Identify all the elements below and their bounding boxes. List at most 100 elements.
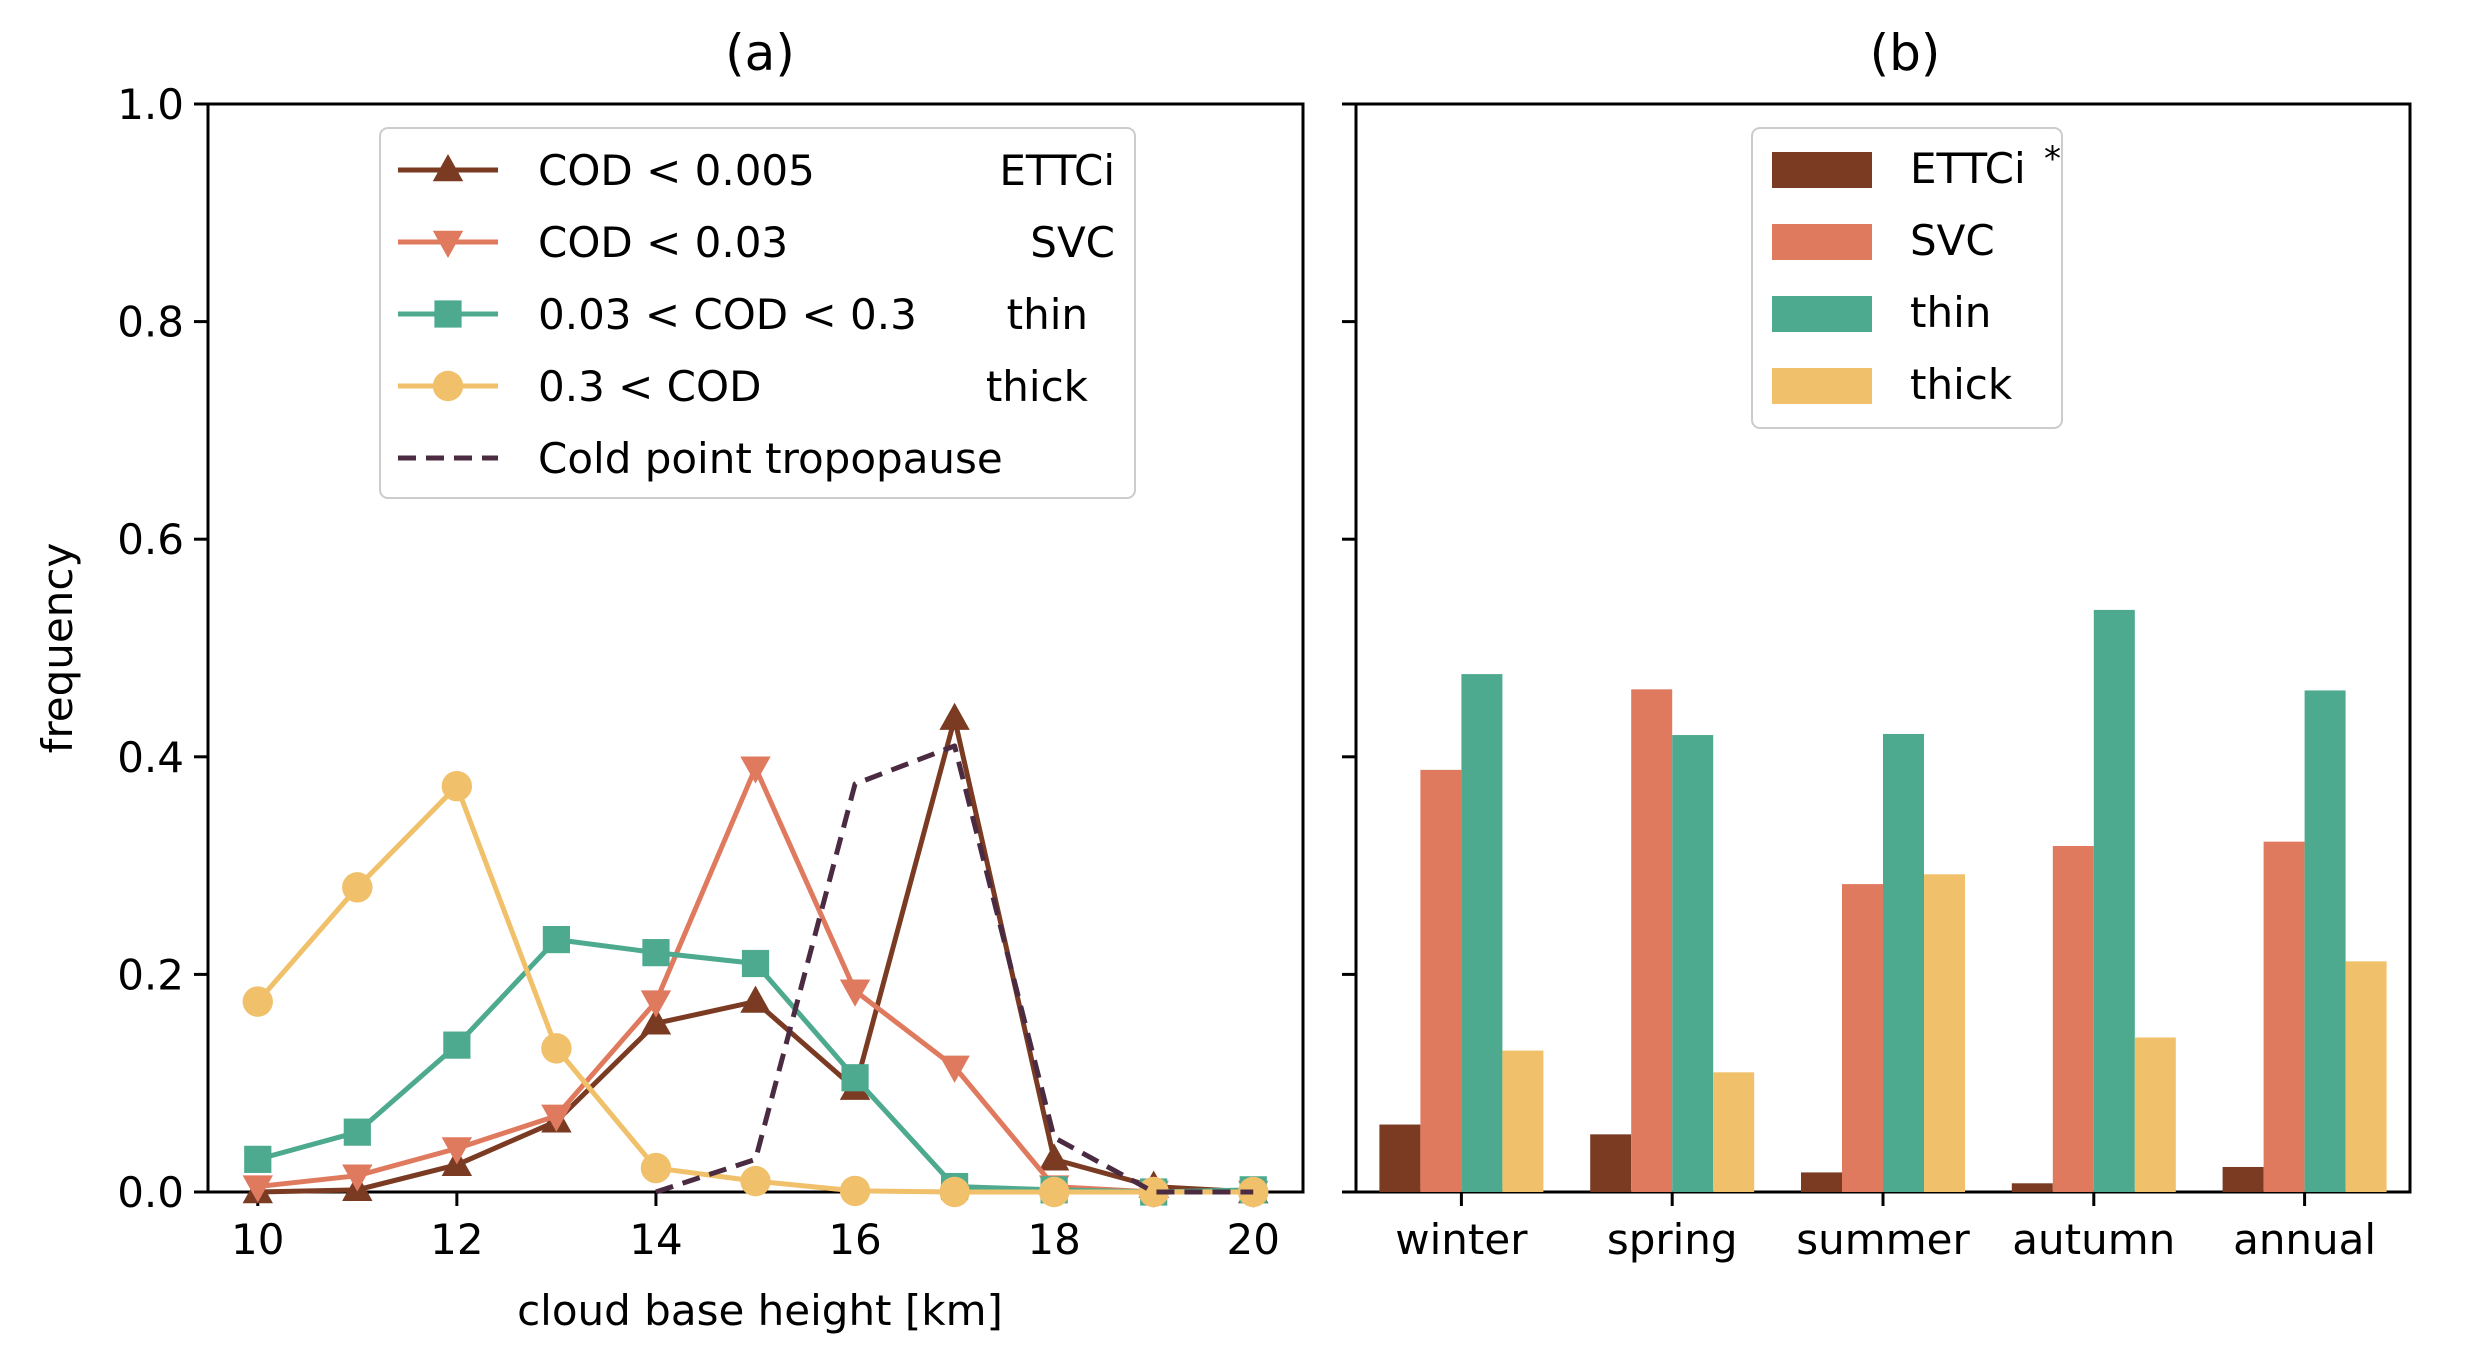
legend-swatch bbox=[1772, 368, 1872, 404]
legend-label: 0.3 < COD bbox=[538, 362, 761, 411]
series-line bbox=[655, 743, 1254, 1195]
bar-svc-winter bbox=[1420, 769, 1462, 1192]
bar-thin-spring bbox=[1672, 735, 1714, 1192]
legend-entry: thin bbox=[1772, 288, 1991, 337]
panel-a-legend: COD < 0.005 ETTCi COD < 0.03 SVC 0.03 < COD … bbox=[379, 127, 1136, 499]
data-point bbox=[242, 1175, 273, 1203]
panel-a-title: (a) bbox=[725, 24, 795, 82]
x-tick-label: autumn bbox=[2012, 1215, 2175, 1264]
data-point bbox=[242, 986, 273, 1017]
legend-label: 0.03 < COD < 0.3 bbox=[538, 290, 917, 339]
legend-entry: 0.3 < COD thick bbox=[398, 362, 1089, 411]
bar-ettci-autumn bbox=[2011, 1183, 2053, 1192]
legend-entry: thick bbox=[1772, 360, 2013, 409]
bar-thick-autumn bbox=[2134, 1037, 2176, 1192]
data-point bbox=[939, 702, 970, 730]
data-point bbox=[741, 949, 770, 978]
data-point bbox=[839, 979, 871, 1007]
data-point bbox=[542, 925, 571, 954]
data-point bbox=[1038, 1143, 1070, 1171]
data-point bbox=[1138, 1176, 1169, 1208]
legend-entry: ETTCi * bbox=[1772, 139, 2061, 193]
data-point bbox=[443, 1031, 471, 1059]
legend-label: COD < 0.005 bbox=[538, 146, 815, 195]
data-point bbox=[939, 1176, 970, 1208]
x-tick-label: 12 bbox=[430, 1215, 483, 1264]
bar-svc-summer bbox=[1842, 884, 1883, 1192]
x-tick-label: 20 bbox=[1227, 1215, 1280, 1264]
legend-marker bbox=[432, 370, 464, 402]
legend-tag: ETTCi bbox=[999, 146, 1115, 195]
legend-superscript: * bbox=[2044, 139, 2061, 179]
data-point bbox=[441, 770, 473, 802]
data-point bbox=[740, 756, 771, 784]
legend-marker bbox=[434, 300, 462, 328]
data-point bbox=[640, 1152, 672, 1184]
x-tick-label: 14 bbox=[629, 1215, 682, 1264]
y-tick-label: 0.2 bbox=[117, 950, 184, 999]
bar-svc-annual bbox=[2263, 841, 2305, 1192]
series-thick bbox=[242, 770, 1269, 1208]
panel-a-y-ticks: 0.0 0.2 0.4 0.6 0.8 1.0 bbox=[117, 80, 208, 1217]
bar-ettci-annual bbox=[2222, 1166, 2264, 1192]
panel-b-bars bbox=[1379, 609, 2387, 1192]
series-tropopause bbox=[655, 743, 1254, 1195]
data-point bbox=[342, 872, 373, 903]
legend-label: SVC bbox=[1910, 216, 1995, 265]
panel-a-x-axis-label: cloud base height [km] bbox=[517, 1286, 1003, 1335]
data-point bbox=[342, 1164, 373, 1192]
bar-thick-winter bbox=[1502, 1050, 1544, 1192]
legend-label: COD < 0.03 bbox=[538, 218, 788, 267]
legend-entry: SVC bbox=[1772, 216, 1995, 265]
bar-thin-autumn bbox=[2093, 609, 2135, 1192]
data-point bbox=[640, 990, 672, 1018]
legend-swatch bbox=[1772, 296, 1872, 332]
bar-thin-annual bbox=[2304, 690, 2346, 1192]
data-point bbox=[640, 1007, 672, 1035]
bar-ettci-winter bbox=[1379, 1124, 1421, 1192]
panel-b-x-ticks: winter spring summer autumn annual bbox=[1395, 1192, 2376, 1264]
bar-thin-winter bbox=[1461, 674, 1503, 1192]
data-point bbox=[740, 985, 771, 1013]
x-tick-label: winter bbox=[1395, 1215, 1528, 1264]
data-point bbox=[343, 1118, 371, 1146]
bar-ettci-summer bbox=[1801, 1172, 1842, 1192]
panel-a-x-ticks: 10 12 14 16 18 20 bbox=[231, 1192, 1280, 1264]
bar-svc-spring bbox=[1631, 689, 1673, 1192]
legend-label: thick bbox=[1910, 360, 2013, 409]
legend-entry: COD < 0.005 ETTCi bbox=[398, 146, 1115, 195]
y-tick-label: 0.0 bbox=[117, 1168, 184, 1217]
bar-thin-summer bbox=[1883, 733, 1924, 1192]
legend-tag: thin bbox=[1007, 290, 1088, 339]
data-point bbox=[244, 1145, 272, 1173]
legend-box bbox=[379, 127, 1136, 499]
bar-thick-summer bbox=[1924, 874, 1965, 1192]
panel-a-y-axis-label: frequency bbox=[33, 543, 82, 754]
x-tick-label: annual bbox=[2233, 1215, 2376, 1264]
data-point bbox=[441, 1137, 473, 1165]
data-point bbox=[841, 1064, 869, 1092]
panel-b-legend: ETTCi * SVC thin thick bbox=[1751, 127, 2063, 429]
y-tick-label: 0.6 bbox=[117, 515, 184, 564]
data-point bbox=[541, 1104, 572, 1132]
bar-ettci-spring bbox=[1590, 1134, 1632, 1192]
legend-swatch bbox=[1772, 152, 1872, 188]
bar-thick-spring bbox=[1713, 1072, 1755, 1192]
legend-tag: SVC bbox=[1030, 218, 1115, 267]
bar-svc-autumn bbox=[2052, 846, 2094, 1192]
legend-tag: thick bbox=[986, 362, 1089, 411]
x-tick-label: 16 bbox=[828, 1215, 881, 1264]
y-tick-label: 1.0 bbox=[117, 80, 184, 129]
data-point bbox=[740, 1165, 771, 1197]
legend-marker bbox=[432, 230, 464, 258]
series-line bbox=[257, 937, 1254, 1195]
panel-b-y-ticks bbox=[1342, 102, 1356, 1194]
data-point bbox=[839, 1175, 871, 1207]
legend-entry: 0.03 < COD < 0.3 thin bbox=[398, 290, 1088, 339]
data-point bbox=[1038, 1176, 1070, 1208]
data-point bbox=[541, 1033, 572, 1064]
x-tick-label: summer bbox=[1796, 1215, 1970, 1264]
legend-entry: Cold point tropopause bbox=[398, 434, 1003, 483]
series-line bbox=[257, 765, 1254, 1195]
